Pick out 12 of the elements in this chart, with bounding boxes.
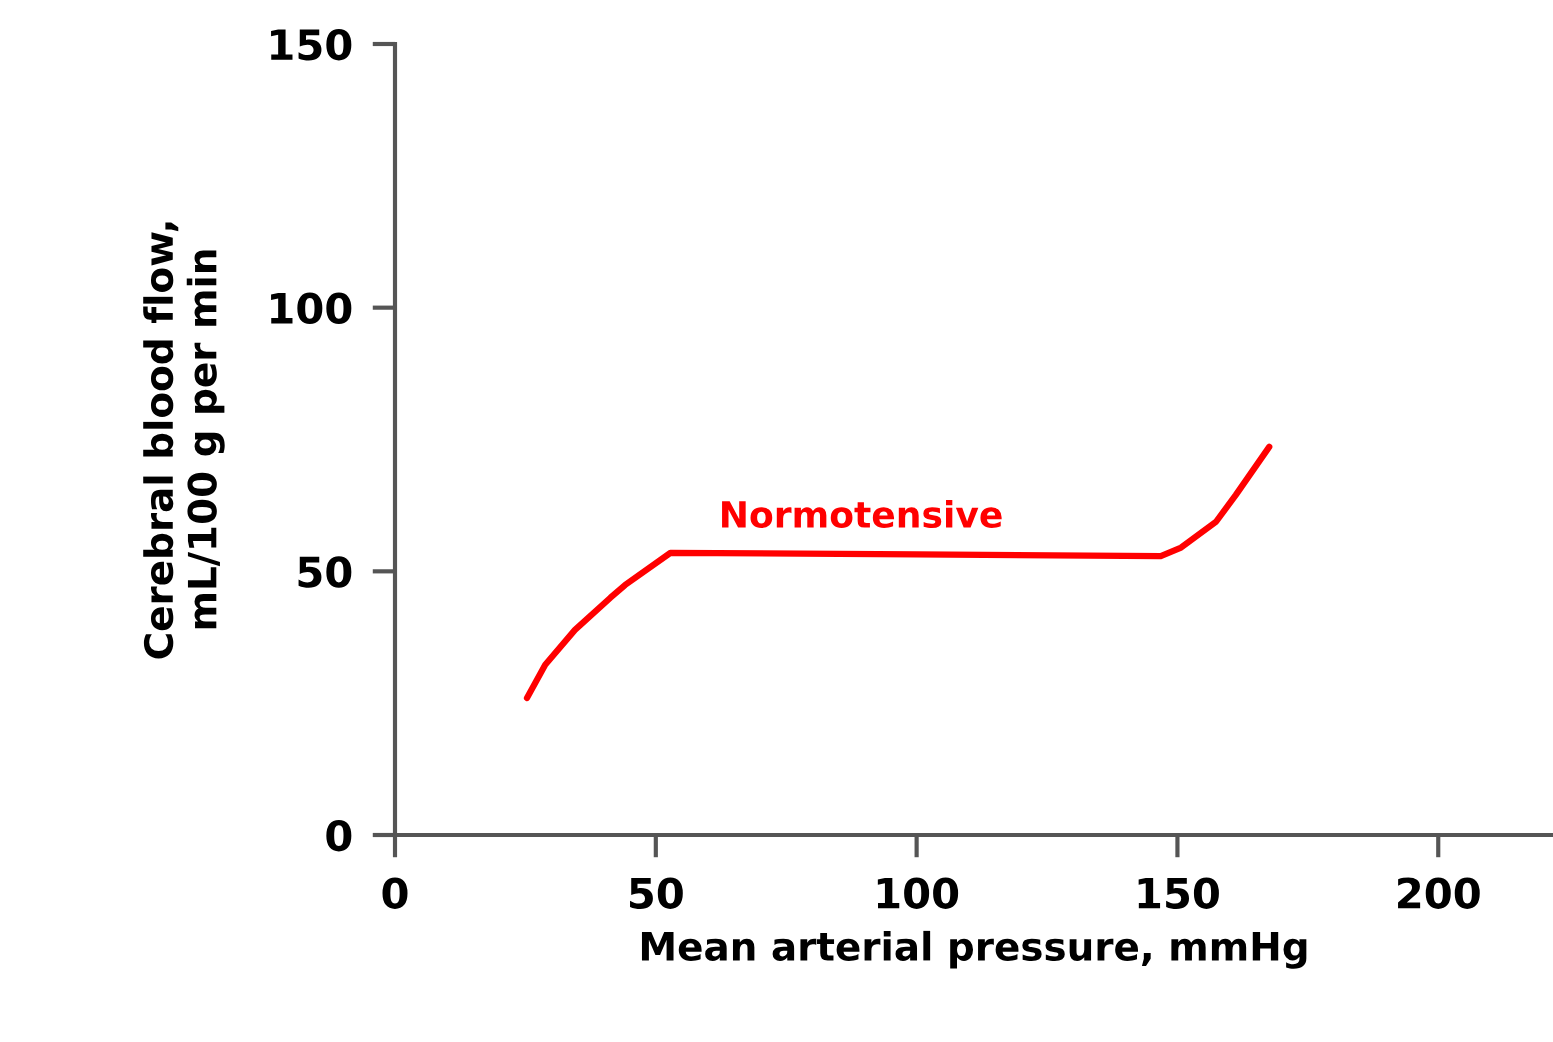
x-tick-label: 200 bbox=[1398, 877, 1480, 909]
y-tick-label: 0 bbox=[326, 819, 352, 852]
y-tick-label: 50 bbox=[298, 556, 352, 588]
x-axis-title: Mean arterial pressure, mmHg bbox=[641, 930, 1307, 969]
y-tick-label: 150 bbox=[271, 28, 352, 61]
x-tick-label: 150 bbox=[1138, 877, 1219, 909]
y-axis-title: Cerebral blood flow, mL/100 g per min bbox=[143, 222, 225, 659]
x-tick-label: 50 bbox=[630, 877, 683, 909]
x-tick-label: 0 bbox=[382, 877, 408, 909]
y-tick-label: 100 bbox=[271, 292, 352, 325]
series-label: Normotensive bbox=[722, 500, 1002, 529]
x-tick-label: 100 bbox=[877, 877, 959, 909]
